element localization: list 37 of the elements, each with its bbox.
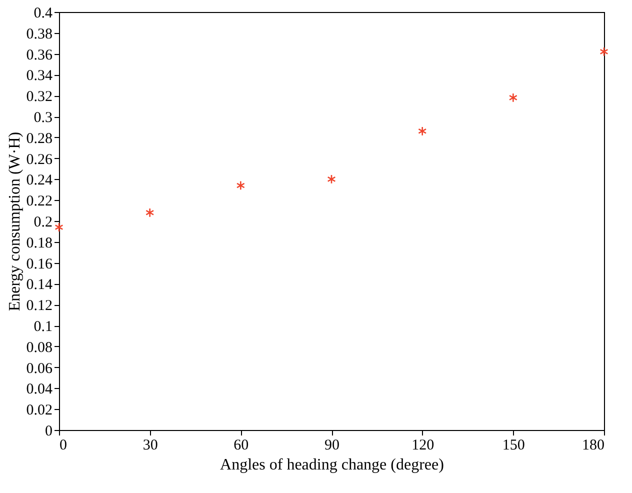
- y-axis-title: Energy consumption (W·H): [6, 132, 24, 312]
- y-tick-label: 0.14: [26, 277, 53, 294]
- point: [54, 222, 64, 232]
- y-tick-label: 0.32: [26, 89, 52, 106]
- point: [327, 174, 336, 184]
- y-tick-label: 0.02: [26, 402, 52, 419]
- x-tick-label: 120: [412, 438, 434, 454]
- y-tick-label: 0.06: [26, 360, 53, 377]
- x-tick-label: 60: [234, 438, 249, 454]
- x-tick-label: 90: [324, 438, 340, 454]
- point: [508, 92, 518, 103]
- y-tick-label: 0.3: [34, 110, 52, 126]
- point: [236, 180, 245, 190]
- y-tick-label: 0.36: [26, 47, 53, 64]
- y-tick-label: 0.1: [34, 319, 52, 335]
- x-tick-label: 0: [60, 438, 67, 454]
- point: [600, 46, 608, 57]
- y-tick-label: 0.38: [26, 26, 52, 42]
- y-tick-label: 0: [45, 424, 52, 440]
- y-tick-label: 0.12: [26, 298, 52, 314]
- x-tick-label: 150: [502, 438, 525, 454]
- y-tick-label: 0.04: [26, 382, 53, 398]
- y-tick-label: 0.2: [34, 214, 52, 230]
- y-tick-label: 0.22: [26, 194, 52, 210]
- y-tick-label: 0.18: [26, 235, 52, 252]
- y-tick-label: 0.4: [34, 6, 53, 22]
- x-tick-label: 30: [142, 438, 158, 454]
- x-tick-label: 180: [582, 438, 604, 454]
- y-tick-label: 0.24: [26, 172, 53, 189]
- point: [418, 126, 427, 136]
- x-axis-title: Angles of heading change (degree): [220, 456, 444, 474]
- point: [146, 208, 154, 218]
- y-tick-label: 0.08: [26, 340, 52, 356]
- y-tick-label: 0.34: [26, 68, 53, 84]
- y-tick-label: 0.28: [26, 130, 52, 147]
- y-tick-label: 0.26: [26, 152, 53, 168]
- y-tick-label: 0.16: [26, 256, 53, 272]
